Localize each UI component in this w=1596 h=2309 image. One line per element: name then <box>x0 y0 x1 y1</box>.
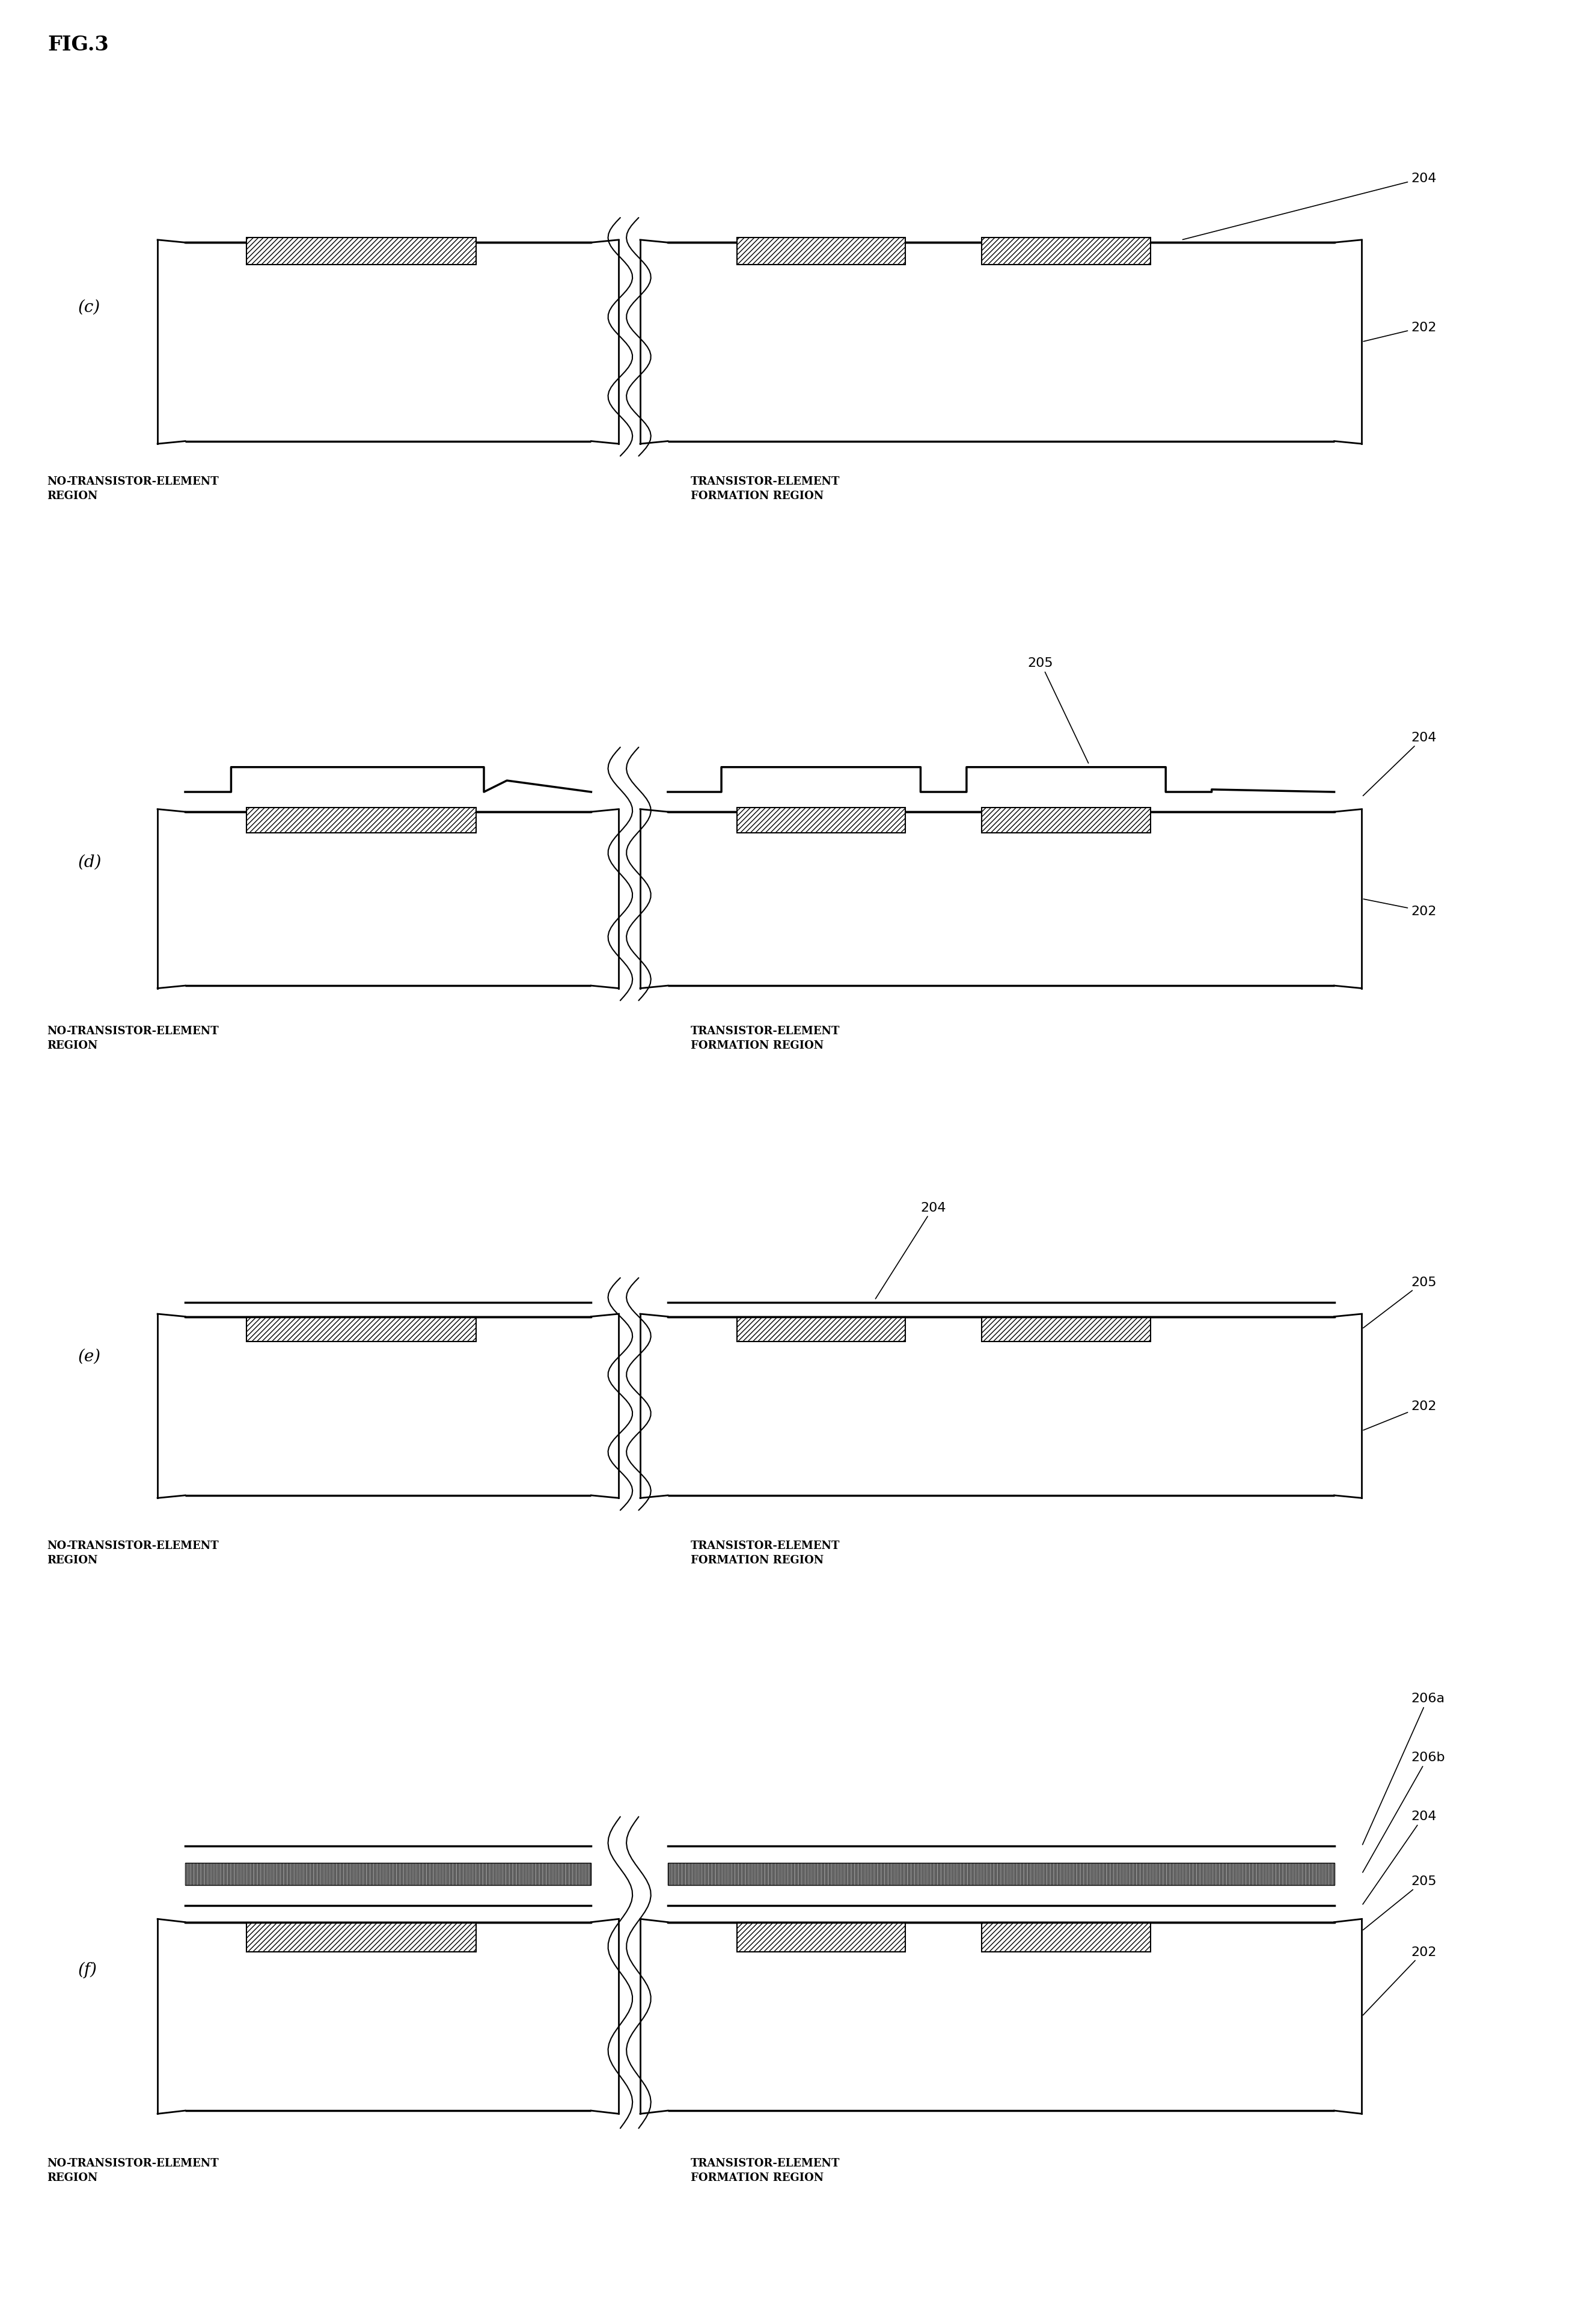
Text: 204: 204 <box>1363 1810 1436 1905</box>
Bar <box>982 1316 1151 1342</box>
Bar <box>737 1316 905 1342</box>
Text: 205: 205 <box>1028 658 1088 764</box>
Text: 204: 204 <box>876 1201 946 1300</box>
Text: NO-TRANSISTOR-ELEMENT
REGION: NO-TRANSISTOR-ELEMENT REGION <box>48 476 219 501</box>
Text: TRANSISTOR-ELEMENT
FORMATION REGION: TRANSISTOR-ELEMENT FORMATION REGION <box>691 2157 839 2182</box>
Text: 202: 202 <box>1363 1946 1436 2016</box>
Bar <box>667 1863 1334 1884</box>
Bar <box>737 1921 905 1951</box>
Text: (e): (e) <box>78 1348 101 1365</box>
Bar <box>737 808 905 834</box>
Text: (f): (f) <box>78 1960 97 1977</box>
Text: (c): (c) <box>78 300 101 316</box>
Bar <box>982 1921 1151 1951</box>
Text: 205: 205 <box>1363 1277 1436 1328</box>
Text: TRANSISTOR-ELEMENT
FORMATION REGION: TRANSISTOR-ELEMENT FORMATION REGION <box>691 476 839 501</box>
Bar <box>246 1921 476 1951</box>
Text: FIG.3: FIG.3 <box>48 35 109 55</box>
Bar <box>246 1316 476 1342</box>
Text: NO-TRANSISTOR-ELEMENT
REGION: NO-TRANSISTOR-ELEMENT REGION <box>48 1025 219 1051</box>
Bar <box>246 238 476 266</box>
Bar <box>737 238 905 266</box>
Text: TRANSISTOR-ELEMENT
FORMATION REGION: TRANSISTOR-ELEMENT FORMATION REGION <box>691 1540 839 1566</box>
Text: TRANSISTOR-ELEMENT
FORMATION REGION: TRANSISTOR-ELEMENT FORMATION REGION <box>691 1025 839 1051</box>
Bar <box>982 808 1151 834</box>
Text: NO-TRANSISTOR-ELEMENT
REGION: NO-TRANSISTOR-ELEMENT REGION <box>48 2157 219 2182</box>
Text: 204: 204 <box>1183 173 1436 240</box>
Text: 206b: 206b <box>1363 1750 1444 1873</box>
Bar <box>982 238 1151 266</box>
Text: 204: 204 <box>1363 732 1436 797</box>
Text: 205: 205 <box>1363 1875 1436 1930</box>
Text: 202: 202 <box>1363 1399 1436 1429</box>
Text: (d): (d) <box>78 854 102 870</box>
Text: NO-TRANSISTOR-ELEMENT
REGION: NO-TRANSISTOR-ELEMENT REGION <box>48 1540 219 1566</box>
Text: 202: 202 <box>1363 321 1436 342</box>
Text: 202: 202 <box>1363 901 1436 917</box>
Bar <box>246 808 476 834</box>
Bar <box>185 1863 591 1884</box>
Text: 206a: 206a <box>1363 1692 1444 1845</box>
